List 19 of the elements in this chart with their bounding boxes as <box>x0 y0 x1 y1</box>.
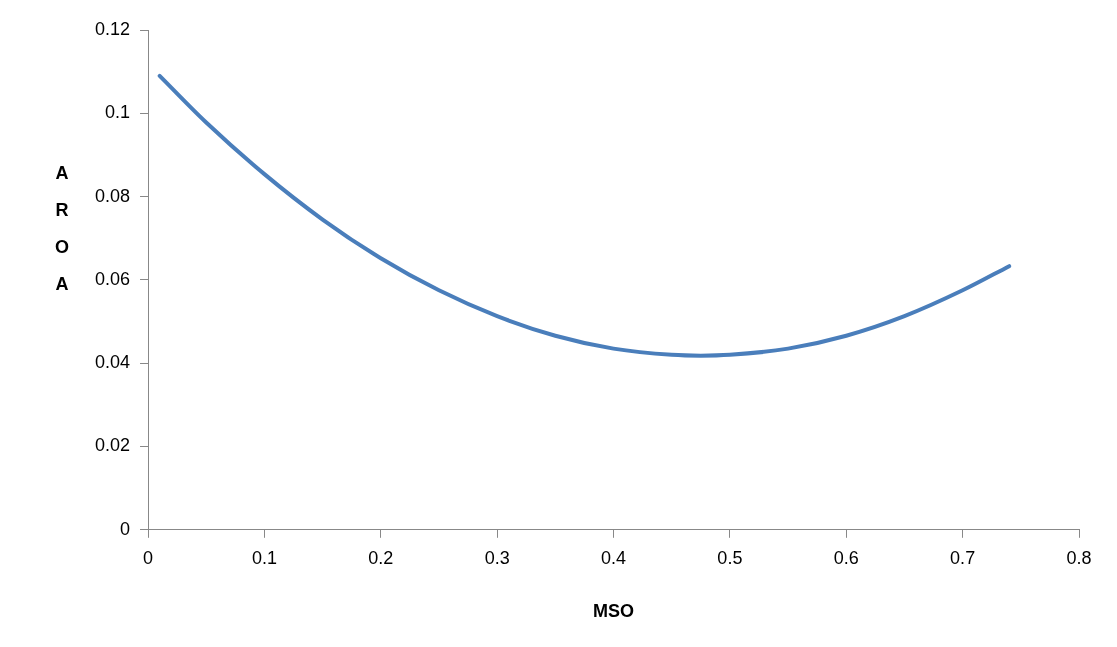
y-tick-label: 0.06 <box>94 268 131 289</box>
x-tick-label: 0.8 <box>1066 547 1092 568</box>
x-tick-label: 0.3 <box>484 547 510 568</box>
y-tick-label: 0 <box>120 518 131 539</box>
x-tick-label: 0.1 <box>251 547 277 568</box>
x-tick-label: 0.4 <box>601 547 627 568</box>
y-tick-label: 0.04 <box>94 352 131 373</box>
x-tick-label: 0.6 <box>833 547 859 568</box>
y-tick-label: 0.02 <box>94 435 131 456</box>
y-axis-title: AROA <box>54 163 70 295</box>
x-tick-label: 0.2 <box>368 547 394 568</box>
line-series <box>157 73 1012 358</box>
x-axis-title: MSO <box>593 601 635 622</box>
y-tick-label: 0.12 <box>94 18 131 39</box>
x-tick-label: 0.5 <box>717 547 743 568</box>
y-tick-label: 0.1 <box>105 102 131 123</box>
y-tick-label: 0.08 <box>94 185 131 206</box>
x-tick-label: 0.7 <box>950 547 976 568</box>
x-tick-label: 0 <box>143 547 154 568</box>
